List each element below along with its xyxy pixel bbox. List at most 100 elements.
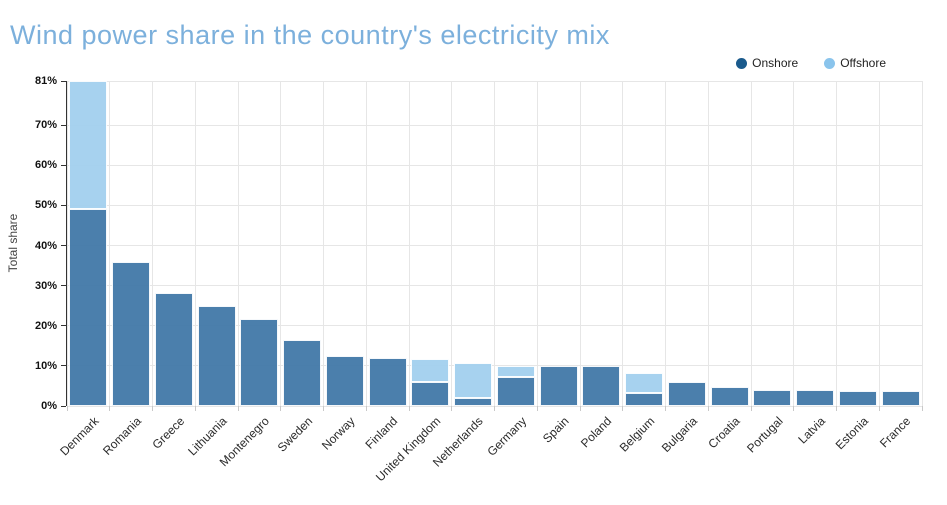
legend: Onshore Offshore: [736, 56, 886, 70]
legend-label-onshore: Onshore: [752, 56, 799, 70]
y-tick-label-0: 0%: [41, 400, 57, 412]
x-tick-label-portugal: Portugal: [743, 414, 786, 456]
bar-greece-onshore[interactable]: [154, 292, 193, 406]
grid-line-v-4: [237, 81, 239, 406]
y-tick-label-81: 81%: [34, 75, 57, 87]
legend-item-onshore[interactable]: Onshore: [736, 56, 798, 70]
x-tick-mark-1: [109, 406, 111, 411]
x-tick-mark-20: [921, 406, 923, 411]
x-tick-mark-0: [66, 406, 68, 411]
y-tick-mark-50: [61, 204, 66, 206]
bar-montenegro-onshore[interactable]: [240, 318, 279, 406]
x-tick-label-romania: Romania: [100, 414, 145, 458]
x-tick-mark-3: [194, 406, 196, 411]
bar-finland-onshore[interactable]: [368, 357, 407, 406]
bar-belgium-offshore[interactable]: [625, 372, 664, 393]
x-tick-label-croatia: Croatia: [705, 414, 743, 452]
bar-spain-onshore[interactable]: [539, 365, 578, 406]
bar-norway-onshore[interactable]: [325, 356, 364, 406]
y-tick-mark-60: [61, 164, 66, 166]
bar-united-kingdom-offshore[interactable]: [411, 359, 450, 382]
grid-line-v-13: [622, 81, 624, 406]
legend-label-offshore: Offshore: [840, 56, 886, 70]
onshore-legend-dot-icon: [736, 57, 748, 69]
y-tick-mark-70: [61, 124, 66, 126]
x-tick-mark-9: [451, 406, 453, 411]
x-tick-mark-17: [793, 406, 795, 411]
x-tick-label-germany: Germany: [483, 414, 529, 459]
bar-netherlands-offshore[interactable]: [454, 363, 493, 398]
y-tick-mark-20: [61, 325, 66, 327]
grid-line-v-14: [665, 81, 666, 406]
x-tick-mark-12: [579, 406, 581, 411]
x-tick-label-spain: Spain: [539, 414, 572, 446]
y-axis: 0% 10% 20% 30% 40% 50% 60% 70% 81%: [0, 75, 66, 412]
bar-denmark-onshore[interactable]: [69, 209, 108, 406]
y-tick-label-60: 60%: [34, 159, 57, 172]
x-tick-label-sweden: Sweden: [274, 414, 316, 455]
grid-line-v-1: [109, 81, 111, 406]
y-tick-label-30: 30%: [34, 279, 57, 292]
x-tick-mark-15: [707, 406, 709, 411]
x-tick-mark-10: [494, 406, 495, 411]
grid-line-v-20: [921, 81, 923, 406]
x-tick-mark-11: [536, 406, 538, 411]
bar-france-onshore[interactable]: [881, 391, 920, 406]
y-tick-label-10: 10%: [34, 359, 57, 372]
x-tick-label-greece: Greece: [149, 414, 187, 452]
x-tick-mark-18: [836, 406, 837, 411]
bar-denmark-offshore[interactable]: [69, 81, 108, 210]
x-tick-label-belgium: Belgium: [616, 414, 658, 455]
grid-line-v-9: [451, 81, 453, 406]
grid-line-v-18: [836, 81, 837, 406]
bar-croatia-onshore[interactable]: [710, 386, 749, 406]
grid-line-v-2: [152, 81, 153, 406]
grid-line-v-11: [536, 81, 538, 406]
grid-line-v-12: [579, 81, 581, 406]
bar-united-kingdom-onshore[interactable]: [411, 381, 450, 406]
grid-line-v-10: [494, 81, 495, 406]
x-tick-mark-6: [323, 406, 324, 411]
bar-sweden-onshore[interactable]: [283, 340, 322, 406]
x-tick-label-denmark: Denmark: [56, 414, 102, 459]
y-tick-label-20: 20%: [34, 319, 57, 332]
y-tick-mark-30: [61, 285, 66, 287]
grid-line-v-3: [194, 81, 196, 406]
bar-poland-onshore[interactable]: [582, 366, 621, 406]
x-tick-mark-14: [665, 406, 666, 411]
grid-line-v-16: [750, 81, 752, 406]
bar-germany-offshore[interactable]: [496, 366, 535, 377]
x-tick-label-estonia: Estonia: [832, 414, 871, 453]
y-tick-mark-0: [61, 405, 66, 407]
bar-estonia-onshore[interactable]: [838, 390, 877, 406]
bar-germany-onshore[interactable]: [496, 376, 535, 406]
grid-line-v-17: [793, 81, 795, 406]
x-tick-mark-13: [622, 406, 624, 411]
x-tick-mark-19: [878, 406, 880, 411]
bar-netherlands-onshore[interactable]: [454, 397, 493, 406]
grid-line-v-8: [408, 81, 410, 406]
plot-area: Denmark Romania Greece Lithuania Montenegro S…: [57, 80, 923, 484]
y-tick-label-50: 50%: [34, 199, 57, 212]
legend-item-offshore[interactable]: Offshore: [824, 56, 886, 70]
x-tick-label-latvia: Latvia: [795, 414, 829, 447]
offshore-legend-dot-icon: [824, 57, 836, 69]
x-tick-label-finland: Finland: [362, 414, 401, 452]
grid-line-v-5: [280, 81, 282, 406]
grid-line-v-19: [878, 81, 880, 406]
x-tick-label-poland: Poland: [577, 414, 615, 451]
x-tick-mark-2: [152, 406, 153, 411]
x-tick-mark-7: [365, 406, 367, 411]
y-tick-mark-10: [61, 365, 66, 367]
bar-lithuania-onshore[interactable]: [197, 306, 236, 406]
bar-romania-onshore[interactable]: [112, 262, 151, 406]
y-tick-label-40: 40%: [34, 239, 57, 252]
y-tick-mark-40: [61, 245, 66, 246]
chart-title: Wind power share in the country's electr…: [10, 20, 610, 51]
bar-belgium-onshore[interactable]: [625, 392, 664, 406]
bar-latvia-onshore[interactable]: [796, 389, 835, 406]
x-tick-mark-4: [237, 406, 239, 411]
bar-bulgaria-onshore[interactable]: [667, 381, 706, 406]
bar-portugal-onshore[interactable]: [753, 389, 792, 406]
